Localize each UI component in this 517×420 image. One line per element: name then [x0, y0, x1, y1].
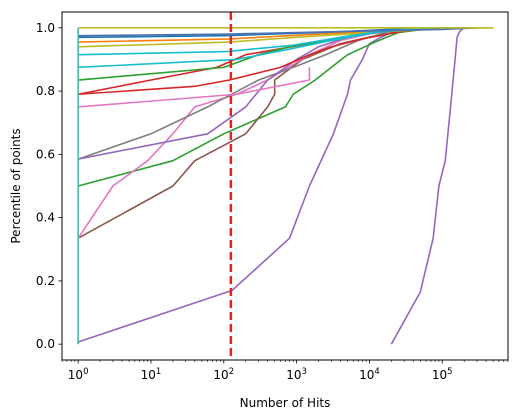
- x-tick-label: 101: [141, 367, 162, 382]
- x-axis-ticks: 100 101 102 103 104 105: [61, 360, 509, 382]
- series-line-2: [390, 27, 465, 345]
- y-tick-label: 0.0: [36, 337, 55, 351]
- x-tick-label: 103: [286, 367, 307, 382]
- x-tick-label: 104: [359, 367, 380, 382]
- x-tick-label: 105: [432, 367, 453, 382]
- series-line-17: [78, 27, 478, 37]
- x-tick-label: 100: [68, 367, 89, 382]
- plot-frame: [61, 11, 509, 361]
- series-line-9: [78, 27, 443, 96]
- series-layer: [77, 27, 494, 345]
- y-axis-ticks: 0.0 0.2 0.4 0.6 0.8 1.0: [36, 21, 62, 351]
- y-tick-label: 0.4: [36, 211, 55, 225]
- x-axis-label: Number of Hits: [240, 396, 331, 410]
- y-tick-label: 1.0: [36, 21, 55, 35]
- series-line-6: [77, 27, 427, 160]
- series-line-16: [78, 27, 427, 69]
- series-line-7: [77, 27, 421, 160]
- y-tick-label: 0.8: [36, 84, 55, 98]
- series-line-11: [78, 67, 311, 108]
- y-tick-label: 0.2: [36, 274, 55, 288]
- x-tick-label: 102: [213, 367, 234, 382]
- series-line-4: [77, 27, 432, 239]
- y-axis-label: Percentile of points: [9, 128, 23, 243]
- y-tick-label: 0.6: [36, 147, 55, 161]
